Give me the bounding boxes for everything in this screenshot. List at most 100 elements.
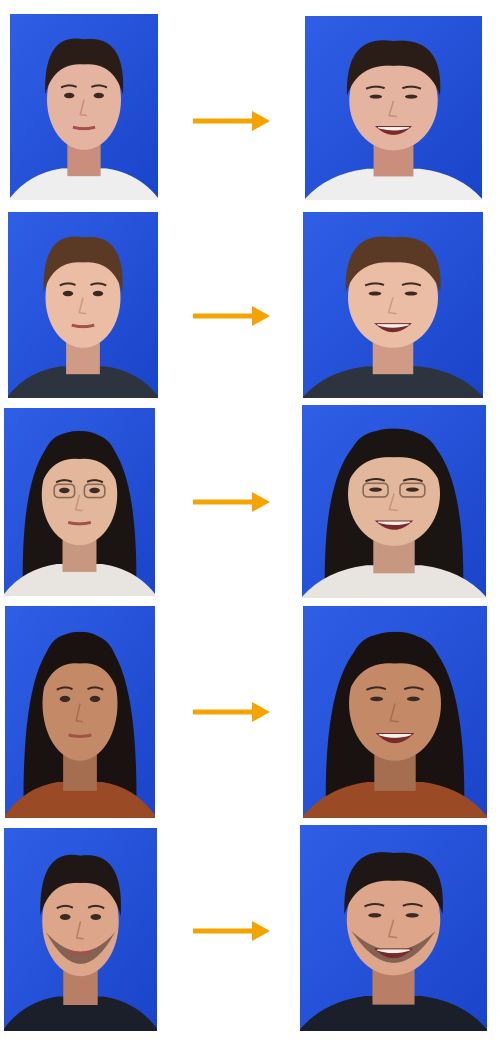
eye [405, 487, 419, 492]
nose [79, 99, 88, 117]
shirt [4, 996, 157, 1031]
hair [346, 40, 441, 96]
shirt [303, 366, 483, 398]
eyebrow [55, 479, 73, 484]
eye [369, 487, 383, 492]
beard [351, 930, 436, 963]
glasses-lens [362, 482, 389, 498]
glasses-lens [83, 483, 106, 499]
arrow-head [252, 492, 270, 512]
eyebrow [60, 84, 78, 89]
arrow-head [252, 111, 270, 131]
eye [59, 487, 70, 494]
eye [370, 696, 384, 702]
eyebrow [365, 478, 386, 483]
mouth [67, 520, 92, 526]
portrait [8, 212, 158, 398]
hair [344, 852, 443, 915]
eye [90, 913, 102, 921]
photo-content [10, 38, 158, 200]
eyebrow [56, 686, 73, 691]
portrait [303, 212, 483, 398]
portrait [4, 408, 155, 596]
eye [89, 487, 100, 494]
face [41, 443, 118, 546]
teeth [377, 126, 410, 131]
shirt [305, 168, 482, 200]
teeth [377, 521, 411, 526]
hair [43, 236, 123, 293]
hair [45, 38, 124, 95]
eyebrow [364, 282, 385, 287]
arrow-head [252, 702, 270, 722]
hair [345, 236, 441, 293]
photo-content [5, 631, 155, 818]
nose [75, 921, 84, 940]
shirt [10, 168, 158, 200]
photo-content [302, 428, 486, 598]
eyebrow [90, 282, 107, 287]
photo-content [303, 236, 483, 398]
hair [346, 633, 444, 698]
portrait [5, 606, 155, 818]
teeth [376, 324, 410, 328]
eyebrow [87, 904, 105, 910]
portrait [300, 825, 487, 1031]
eye [59, 913, 71, 921]
mouth [71, 323, 95, 329]
hair [40, 633, 120, 698]
eyebrow [401, 282, 422, 287]
arrow-head [252, 306, 270, 326]
eyebrow [90, 84, 108, 89]
shirt [5, 781, 155, 818]
portrait [10, 14, 158, 200]
eye [93, 92, 104, 99]
eyebrow [364, 903, 385, 908]
mouth [72, 125, 96, 131]
eye [62, 290, 74, 297]
hair [39, 432, 120, 490]
nose [387, 919, 398, 939]
glasses-lens [399, 482, 426, 498]
portrait [4, 828, 157, 1031]
eye [406, 696, 420, 702]
arrow-head [252, 921, 270, 941]
eye [368, 291, 382, 296]
shirt [302, 565, 486, 598]
nose [388, 493, 398, 512]
eyebrow [365, 85, 386, 90]
shirt [8, 366, 158, 398]
nose [389, 703, 399, 723]
photo-content [303, 631, 487, 818]
eyebrow [402, 903, 423, 908]
eye [405, 913, 419, 918]
portrait [303, 606, 487, 818]
shirt [4, 564, 155, 596]
eyebrow [402, 478, 423, 483]
shirt [303, 781, 487, 818]
nose [78, 297, 87, 315]
nose [74, 494, 83, 512]
eyebrow [366, 686, 387, 691]
eye [59, 695, 71, 703]
nose [387, 297, 397, 315]
hair [345, 430, 443, 489]
eye [404, 291, 418, 296]
hair [40, 854, 121, 916]
shirt [300, 995, 487, 1031]
eyebrow [87, 686, 104, 691]
eyebrow [403, 686, 424, 691]
photo-content [300, 852, 487, 1031]
photo-content [8, 236, 158, 398]
eye [405, 94, 418, 99]
portrait [305, 16, 482, 200]
eyebrow [401, 85, 422, 90]
mouth [68, 733, 92, 739]
photo-content [4, 430, 155, 596]
eye [64, 92, 75, 99]
eye [92, 290, 104, 297]
eyebrow [59, 282, 76, 287]
eye [369, 94, 382, 99]
teeth [376, 949, 411, 954]
